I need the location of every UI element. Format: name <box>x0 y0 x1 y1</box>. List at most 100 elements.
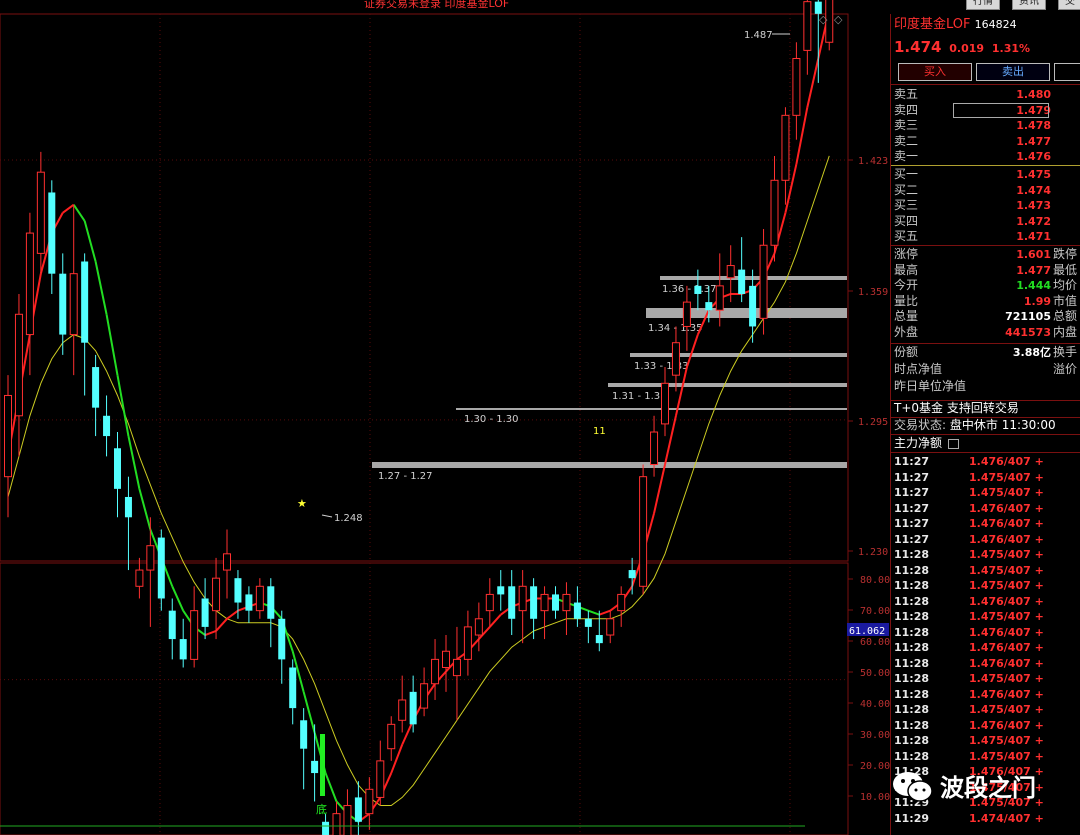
tick-row: 11:28 1.475/407 + <box>894 609 1080 625</box>
candle-body-down <box>168 610 176 640</box>
row-label-secondary: 总额 <box>1053 309 1078 323</box>
low-marker-arrow <box>321 514 333 518</box>
more-button[interactable] <box>1054 63 1080 81</box>
row-value: 1.473 <box>1016 199 1051 212</box>
row-label: 买一 <box>894 167 919 181</box>
tick-time: 11:27 <box>894 501 930 515</box>
last-price: 1.474 <box>894 38 942 56</box>
tick-price-volume: 1.476/407 + <box>969 625 1044 639</box>
stat-row: 外盘 441573 内盘 <box>891 325 1080 340</box>
row-label: 份额 <box>894 345 919 359</box>
support-zone-bar <box>456 408 847 410</box>
candle-body-up <box>223 553 231 571</box>
indicator-axis-label: 50.00 <box>860 668 890 679</box>
tick-price-volume: 1.476/407 + <box>969 718 1044 732</box>
bid-row: 买二 1.474 <box>891 183 1080 198</box>
price-axis-label: 1.423 <box>858 156 888 167</box>
diamond-icon: ◇ <box>819 13 828 26</box>
main-chart-border <box>0 13 849 562</box>
support-zone-label: 1.31 - 1.31 <box>612 391 667 402</box>
ask-row: 卖三 1.478 <box>891 118 1080 133</box>
tick-row: 11:28 1.475/407 + <box>894 563 1080 579</box>
ma5-segment <box>302 691 316 733</box>
tick-time: 11:28 <box>894 548 930 561</box>
indicator-axis-label: 20.00 <box>860 761 890 772</box>
tick-price-volume: 1.476/407 + <box>969 656 1044 670</box>
main-net-amount[interactable]: 主力净额 <box>894 436 959 451</box>
ask-row: 卖五 1.480 <box>891 87 1080 102</box>
candle-body-up <box>463 626 472 660</box>
candle-body-down <box>573 602 581 619</box>
indicator-axis-label: 40.00 <box>860 699 890 710</box>
quote-panel: 印度基金LOF 164824 1.474 0.019 1.31% 买入 卖出 卖… <box>890 14 1080 835</box>
ma5-segment <box>784 163 798 213</box>
tick-time: 11:28 <box>894 641 930 654</box>
row-value: 1.480 <box>1016 88 1051 101</box>
support-zone-bar <box>372 462 847 468</box>
support-zone-label: 1.36 - 1.37 <box>662 284 717 295</box>
fund-row: 时点净值 溢价 <box>891 362 1080 377</box>
ma5-segment <box>664 415 677 465</box>
candle-body-up <box>781 114 790 181</box>
tick-price-volume: 1.476/407 + <box>969 641 1044 654</box>
candle-body-up <box>825 0 834 43</box>
ma5-segment <box>390 744 404 774</box>
candle-body-down <box>267 586 275 619</box>
indicator-axis-label: 80.00 <box>860 575 890 586</box>
buy-button[interactable]: 买入 <box>898 63 972 81</box>
fund-name: 印度基金LOF <box>894 17 971 32</box>
tick-row: 11:28 1.475/407 + <box>894 578 1080 594</box>
row-label: 总量 <box>894 309 919 323</box>
candle-body-up <box>606 618 615 636</box>
candle-body-down <box>103 415 111 437</box>
row-value: 1.476 <box>1016 150 1051 163</box>
tick-price-volume: 1.475/407 + <box>969 563 1044 577</box>
indicator-axis-label: 10.00 <box>860 792 890 803</box>
row-label-secondary: 跌停 <box>1053 247 1078 261</box>
bid-row: 买三 1.473 <box>891 198 1080 213</box>
trade-tab-button[interactable]: 交 <box>1058 0 1080 10</box>
candle-body-down <box>409 691 417 725</box>
candle-body-up <box>562 593 571 612</box>
ma5-segment <box>696 309 710 335</box>
tick-price-volume: 1.475/407 + <box>969 672 1044 685</box>
ask-row: 卖二 1.477 <box>891 134 1080 149</box>
candle-body-down <box>628 570 636 579</box>
ma5-segment <box>489 614 502 628</box>
row-value: 1.99 <box>1023 294 1051 308</box>
row-label: 涨停 <box>894 247 919 261</box>
tick-time: 11:28 <box>894 656 930 670</box>
tick-price-volume: 1.476/407 + <box>969 501 1044 515</box>
candle-body-up <box>770 179 779 246</box>
candle-body-up <box>650 431 659 465</box>
high-marker-label: 1.487 <box>744 30 773 41</box>
kline-chart[interactable]: 1.36 - 1.37 1.34 - 1.35 1.33 - 1.33 1.31 - … <box>0 0 890 835</box>
candle-body-up <box>759 244 768 319</box>
candle-body-down <box>48 192 56 274</box>
ma5-segment <box>215 618 228 632</box>
row-label: 外盘 <box>894 324 919 339</box>
tick-time: 11:28 <box>894 594 930 608</box>
news-tab-button[interactable]: 资讯 <box>1012 0 1046 10</box>
sell-button[interactable]: 卖出 <box>976 63 1050 81</box>
ma5-segment <box>94 261 108 315</box>
tick-row: 11:28 1.476/407 + <box>894 625 1080 641</box>
candle-body-up <box>518 585 527 612</box>
wechat-icon <box>893 772 933 802</box>
tick-row: 11:27 1.475/407 + <box>894 485 1080 501</box>
candle-body-up <box>715 285 724 311</box>
tick-price-volume: 1.476/407 + <box>969 765 1044 778</box>
tick-price-volume: 1.475/407 + <box>969 796 1044 809</box>
row-label: 量比 <box>894 293 919 308</box>
ask-row: 卖一 1.476 <box>891 149 1080 164</box>
quote-tab-button[interactable]: 行情 <box>966 0 1000 10</box>
candle-body-down <box>584 618 592 627</box>
tick-row: 11:27 1.476/407 + <box>894 516 1080 532</box>
ma5-segment <box>226 609 239 620</box>
stat-row: 最高 1.477 最低 <box>891 263 1080 278</box>
row-label-secondary: 内盘 <box>1053 324 1078 339</box>
tick-row: 11:27 1.476/407 + <box>894 501 1080 517</box>
candle-body-up <box>452 658 461 677</box>
tick-row: 11:29 1.474/407 + <box>894 811 1080 827</box>
row-label: 卖三 <box>894 118 919 132</box>
